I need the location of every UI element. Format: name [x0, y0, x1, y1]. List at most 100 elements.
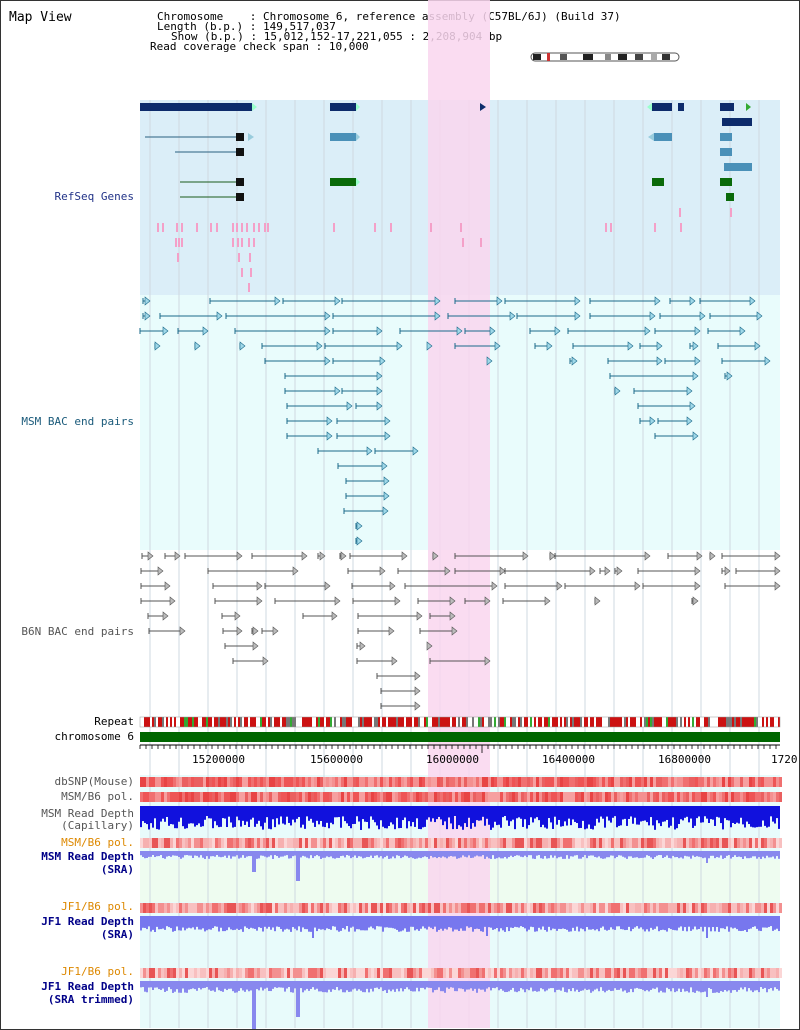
repeat-block — [588, 717, 590, 727]
msm-capillary-depth-bar — [668, 806, 670, 828]
msm-capillary-depth-bar — [312, 806, 314, 823]
msm-sra-depth-bar — [320, 851, 322, 859]
repeat-label[interactable]: Repeat — [94, 715, 134, 728]
msm-b6-pol-cell — [626, 792, 629, 802]
dbsnp-cell — [272, 777, 275, 787]
msm-capillary-depth-bar — [398, 806, 400, 829]
msm-sra-depth-bar — [684, 851, 686, 856]
read-depth-tracks[interactable] — [140, 806, 780, 1029]
jf1-b6-pol-cell — [761, 903, 764, 913]
msm-depth-sra-label-1[interactable]: MSM Read Depth — [41, 850, 134, 863]
repeat-block — [326, 717, 328, 727]
highlight-region[interactable] — [428, 0, 490, 1028]
jf1-b6-pol-cell — [536, 968, 539, 978]
repeat-block — [306, 717, 308, 727]
msm-b6-pol-cell — [299, 792, 302, 802]
polymorphism-tracks[interactable] — [140, 777, 782, 978]
jf1-b6-pol-cell — [650, 968, 653, 978]
b6n-bac-pair-arrow — [388, 626, 395, 636]
jf1-sra-depth-bar — [310, 916, 312, 932]
jf1-sra-depth-bar — [420, 916, 422, 929]
msm-capillary-depth-bar — [510, 806, 512, 822]
repeat-block — [378, 717, 380, 727]
msm-b6-pol-cell — [644, 792, 647, 802]
jf1-sra-depth-bar — [326, 916, 328, 929]
jf1-trimmed-depth-bar — [388, 981, 390, 990]
dbsnp-cell — [527, 777, 530, 787]
msm-b6-pol-cell — [473, 838, 476, 848]
chromosome-ideogram[interactable] — [530, 52, 680, 62]
repeat-block — [624, 717, 626, 727]
msm-b6-pol-cell — [434, 838, 437, 848]
msm-b6-pol-cell — [659, 838, 662, 848]
repeat-block — [712, 717, 714, 727]
chromosome-bar[interactable] — [140, 732, 780, 742]
jf1-b6-pol-cell — [587, 903, 590, 913]
jf1-sra-depth-bar — [400, 916, 402, 932]
msm-b6-pol-cell — [221, 838, 224, 848]
jf1-b6-pol-cell — [671, 968, 674, 978]
jf1-trimmed-depth-bar — [418, 981, 420, 992]
dbsnp-label[interactable]: dbSNP(Mouse) — [54, 775, 134, 788]
msm-b6-pol-cell — [326, 838, 329, 848]
msm-sra-depth-bar — [222, 851, 224, 857]
refseq-label[interactable]: RefSeq Genes — [54, 190, 134, 203]
dbsnp-cell — [464, 777, 467, 787]
jf1-depth-trimmed-label-1[interactable]: JF1 Read Depth — [41, 980, 134, 993]
msm-b6-pol-cell — [635, 792, 638, 802]
jf1-b6-pol-cell — [671, 903, 674, 913]
refseq-genes[interactable] — [140, 103, 752, 201]
repeat-block — [392, 717, 394, 727]
msm-sra-depth-bar — [640, 851, 642, 858]
msm-capillary-depth-bar — [690, 806, 692, 819]
msm-capillary-depth-bar — [670, 806, 672, 826]
msm-bac-label[interactable]: MSM BAC end pairs — [21, 415, 134, 428]
msm-b6-pol-cell — [482, 838, 485, 848]
repeat-track[interactable] — [139, 716, 781, 728]
repeat-block — [608, 717, 610, 727]
msm-b6-pol-cell — [281, 792, 284, 802]
dbsnp-cell — [716, 777, 719, 787]
msm-b6-pol-cell — [692, 838, 695, 848]
repeat-block — [572, 717, 574, 727]
repeat-block — [602, 717, 604, 727]
msm-b6-pol-cell — [254, 838, 257, 848]
msm-b6-pol-cell — [533, 792, 536, 802]
msm-b6-pol-cell — [167, 838, 170, 848]
b6n-bac-label[interactable]: B6N BAC end pairs — [21, 625, 134, 638]
jf1-sra-depth-bar — [710, 916, 712, 932]
msm-bac-pairs[interactable] — [139, 296, 771, 546]
msm-sra-depth-bar — [338, 851, 340, 858]
jf1-b6-pol-cell — [425, 968, 428, 978]
msm-sra-depth-bar — [370, 851, 372, 856]
msm-bac-pair-arrow — [614, 386, 621, 396]
jf1-trimmed-depth-bar — [206, 981, 208, 988]
msm-depth-capillary-label-1[interactable]: MSM Read Depth — [41, 807, 134, 820]
msm-capillary-depth-bar — [772, 806, 774, 822]
msm-capillary-depth-bar — [610, 806, 612, 823]
jf1-b6-pol-label-2[interactable]: JF1/B6 pol. — [61, 965, 134, 978]
jf1-sra-depth-bar — [258, 916, 260, 928]
jf1-depth-sra-label-1[interactable]: JF1 Read Depth — [41, 915, 134, 928]
repeat-block — [442, 717, 444, 727]
jf1-b6-pol-cell — [293, 903, 296, 913]
jf1-sra-depth-bar — [418, 916, 420, 931]
jf1-b6-pol-cell — [371, 968, 374, 978]
msm-b6-pol-label-1[interactable]: MSM/B6 pol. — [61, 790, 134, 803]
jf1-b6-pol-cell — [659, 968, 662, 978]
msm-b6-pol-cell — [779, 838, 782, 848]
repeat-block — [452, 717, 454, 727]
b6n-bac-pairs[interactable] — [140, 551, 781, 711]
dbsnp-cell — [173, 777, 176, 787]
jf1-b6-pol-label-1[interactable]: JF1/B6 pol. — [61, 900, 134, 913]
jf1-trimmed-depth-bar — [456, 981, 458, 992]
repeat-block — [640, 717, 642, 727]
jf1-sra-depth-bar — [348, 916, 350, 932]
chromosome-label[interactable]: chromosome 6 — [54, 730, 134, 743]
dbsnp-cell — [458, 777, 461, 787]
msm-b6-pol-label-2[interactable]: MSM/B6 pol. — [61, 836, 134, 849]
jf1-b6-pol-cell — [353, 903, 356, 913]
jf1-b6-pol-cell — [581, 903, 584, 913]
jf1-b6-pol-cell — [482, 903, 485, 913]
